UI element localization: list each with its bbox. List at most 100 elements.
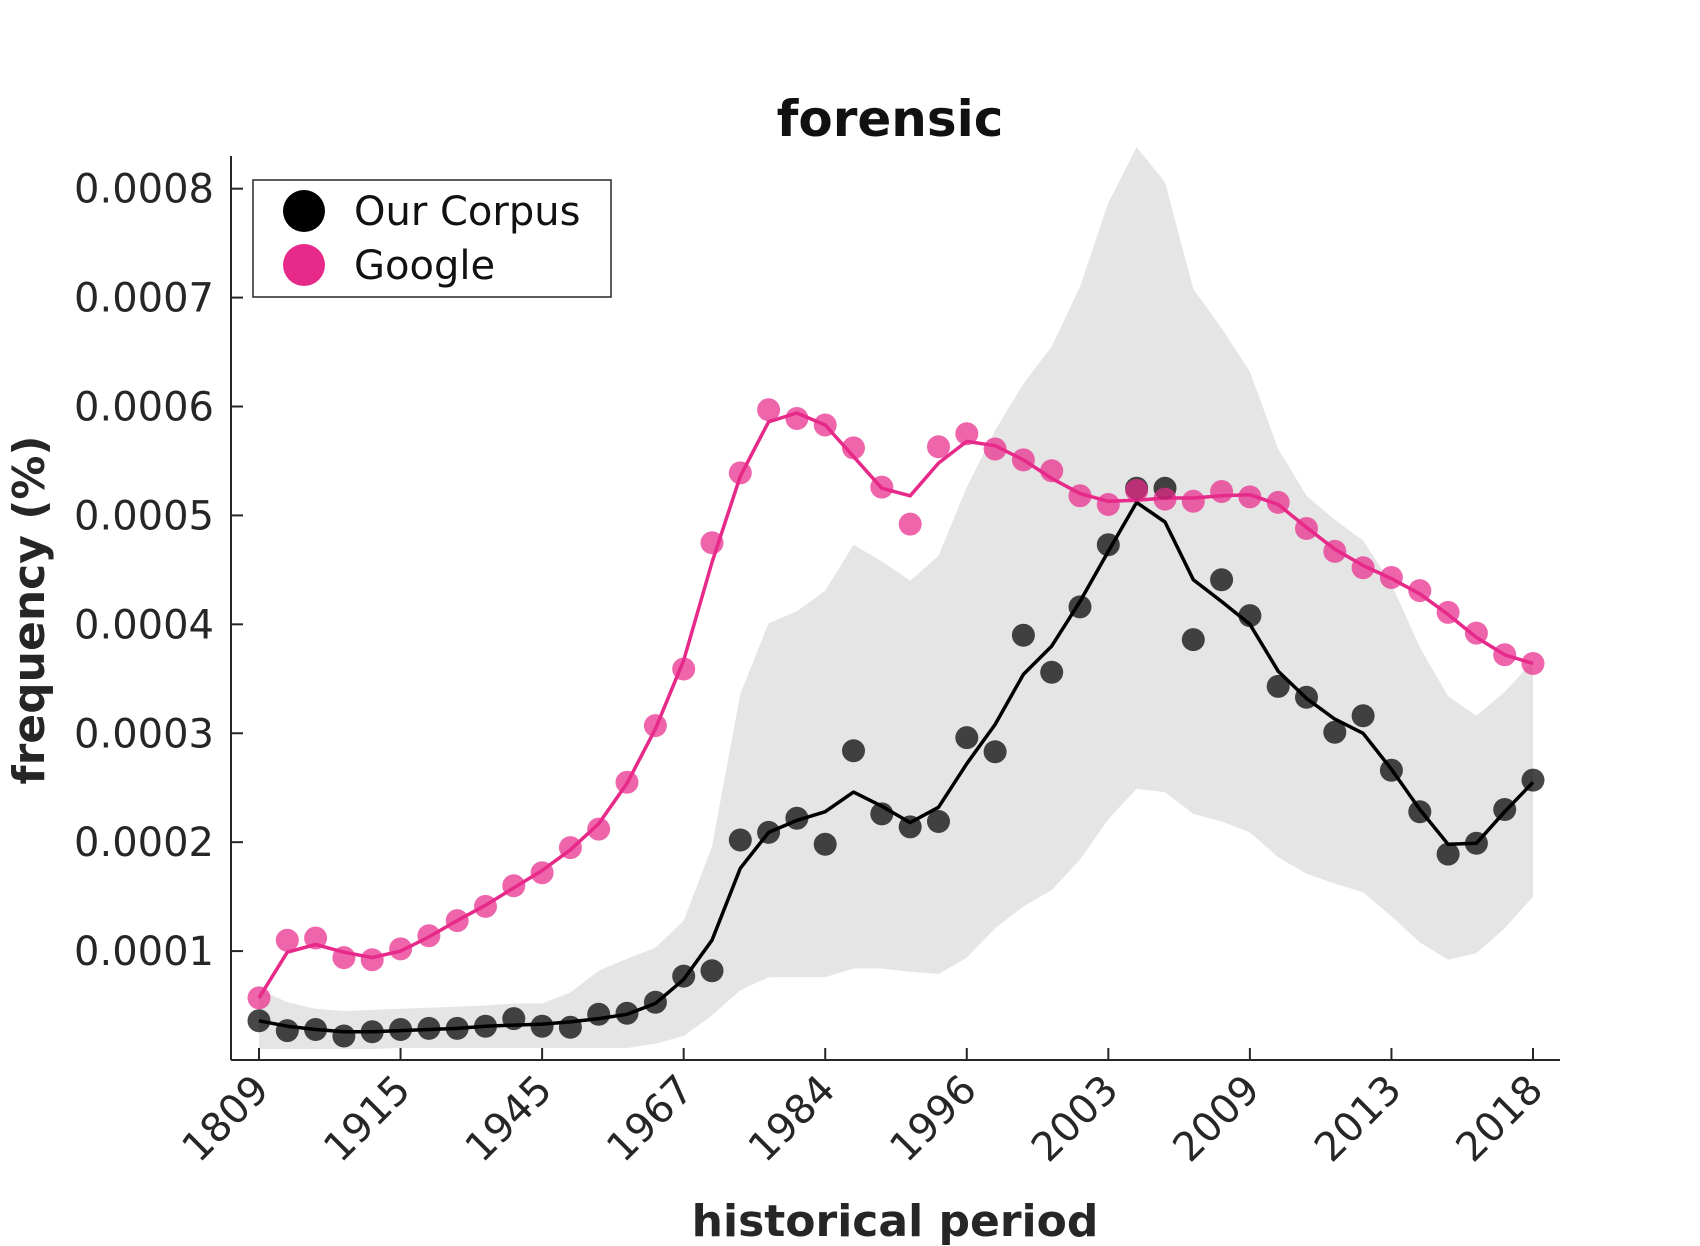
google-point — [955, 422, 979, 446]
corpus-point — [898, 815, 922, 839]
corpus-point — [1266, 674, 1290, 698]
google-point — [417, 924, 441, 948]
x-tick-label: 1967 — [598, 1067, 703, 1172]
corpus-point — [275, 1019, 299, 1043]
corpus-point — [757, 820, 781, 844]
google-point — [1238, 485, 1262, 509]
y-tick-label: 0.0005 — [74, 493, 214, 539]
corpus-point — [870, 802, 894, 826]
google-point — [558, 836, 582, 860]
corpus-point — [530, 1014, 554, 1038]
corpus-point — [502, 1007, 526, 1031]
corpus-point — [955, 726, 979, 750]
legend: Our Corpus Google — [252, 179, 612, 298]
corpus-line — [258, 500, 1535, 1034]
google-line — [257, 411, 1534, 999]
google-point — [1181, 489, 1205, 513]
google-point — [1040, 459, 1064, 483]
google-point — [1210, 480, 1234, 503]
corpus-point — [587, 1002, 611, 1026]
google-point — [643, 714, 667, 738]
google-point — [842, 436, 865, 460]
y-ticks: 0.0001 0.0002 0.0003 0.0004 0.0005 0.0006 0.00… — [74, 167, 243, 975]
google-point — [1351, 556, 1375, 580]
google-point — [983, 437, 1007, 461]
google-point — [1266, 490, 1290, 514]
corpus-point — [983, 740, 1007, 764]
legend-label-our-corpus: Our Corpus — [354, 189, 580, 235]
corpus-point — [1210, 568, 1234, 592]
google-point — [360, 948, 384, 972]
corpus-point — [615, 1001, 639, 1025]
corpus-point — [672, 964, 696, 988]
y-tick-label: 0.0001 — [74, 929, 214, 975]
x-tick-label: 2009 — [1164, 1067, 1269, 1172]
corpus-point — [1436, 842, 1460, 866]
corpus-point — [1521, 768, 1545, 792]
x-tick-label: 2018 — [1448, 1067, 1553, 1172]
x-tick-label: 2003 — [1023, 1067, 1128, 1172]
google-point — [927, 435, 950, 459]
google-point — [898, 512, 922, 536]
google-point — [474, 894, 497, 918]
corpus-point — [1464, 831, 1488, 855]
corpus-point — [558, 1015, 582, 1039]
google-point — [1379, 566, 1403, 589]
google-points — [247, 398, 1545, 1010]
x-tick-label: 1809 — [174, 1067, 279, 1172]
google-point — [700, 531, 724, 555]
corpus-point — [1181, 628, 1205, 652]
corpus-point — [1068, 595, 1092, 619]
google-point — [1464, 621, 1488, 645]
y-tick-label: 0.0008 — [74, 167, 214, 213]
google-point — [1295, 517, 1318, 540]
google-point — [1436, 600, 1460, 624]
x-tick-label: 1996 — [881, 1067, 986, 1172]
corpus-point — [842, 739, 865, 763]
google-point — [445, 909, 469, 933]
y-axis-label: frequency (%) — [4, 435, 55, 784]
google-point — [587, 817, 611, 841]
corpus-point — [389, 1018, 413, 1041]
google-point — [304, 926, 328, 950]
corpus-point — [1040, 660, 1064, 684]
google-point — [502, 874, 526, 898]
corpus-smooth-line — [258, 500, 1535, 1034]
google-smooth-line — [257, 411, 1534, 999]
corpus-point — [332, 1024, 356, 1048]
plot-area — [247, 147, 1545, 1050]
google-point — [1125, 478, 1149, 502]
google-point — [1493, 643, 1517, 667]
google-point — [813, 413, 837, 437]
corpus-point — [1351, 704, 1375, 728]
google-point — [757, 398, 781, 422]
corpus-point — [304, 1018, 328, 1041]
legend-marker-google — [283, 244, 325, 286]
corpus-point — [927, 810, 950, 833]
confidence-band — [259, 147, 1533, 1050]
corpus-points — [247, 476, 1545, 1048]
corpus-point — [360, 1020, 384, 1044]
google-point — [275, 928, 299, 952]
corpus-point — [1238, 604, 1262, 628]
google-point — [615, 770, 639, 794]
google-point — [1521, 652, 1545, 675]
google-point — [672, 657, 696, 681]
corpus-point — [445, 1016, 469, 1040]
y-tick-label: 0.0004 — [74, 602, 214, 648]
google-point — [728, 461, 752, 485]
corpus-point — [1408, 800, 1432, 824]
chart-title: forensic — [777, 90, 1004, 148]
x-axis-label: historical period — [692, 1196, 1099, 1246]
google-point — [1408, 579, 1432, 603]
x-tick-label: 1945 — [457, 1067, 562, 1172]
y-tick-label: 0.0006 — [74, 385, 214, 431]
corpus-point — [700, 959, 724, 983]
legend-label-google: Google — [354, 243, 495, 289]
google-point — [1011, 448, 1035, 472]
x-tick-label: 2013 — [1306, 1067, 1411, 1172]
y-tick-label: 0.0003 — [74, 711, 214, 757]
corpus-point — [1295, 685, 1318, 709]
legend-marker-our-corpus — [283, 190, 325, 232]
